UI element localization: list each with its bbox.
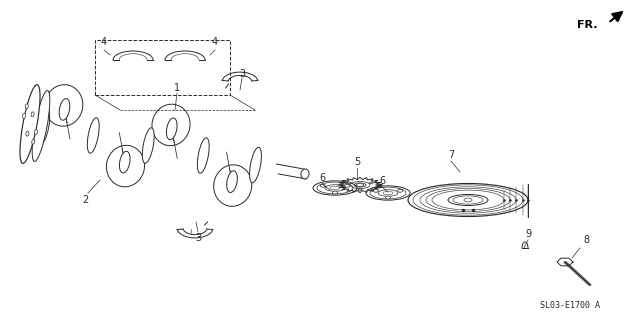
Text: 6: 6 xyxy=(319,173,325,183)
Ellipse shape xyxy=(32,139,35,144)
Ellipse shape xyxy=(358,189,362,190)
Text: 6: 6 xyxy=(379,176,385,186)
Ellipse shape xyxy=(464,198,472,202)
Text: 5: 5 xyxy=(354,157,360,167)
Ellipse shape xyxy=(142,128,154,163)
Text: 3: 3 xyxy=(239,69,245,79)
Text: 4: 4 xyxy=(212,37,218,47)
Ellipse shape xyxy=(31,112,34,117)
Ellipse shape xyxy=(397,189,403,192)
Ellipse shape xyxy=(214,165,252,206)
Ellipse shape xyxy=(321,184,325,187)
Ellipse shape xyxy=(35,130,38,135)
Ellipse shape xyxy=(120,151,130,173)
Text: 8: 8 xyxy=(583,235,589,245)
Text: 4: 4 xyxy=(101,37,107,47)
Ellipse shape xyxy=(347,182,351,183)
Ellipse shape xyxy=(373,189,378,192)
Ellipse shape xyxy=(20,85,40,163)
Text: 1: 1 xyxy=(174,83,180,93)
Ellipse shape xyxy=(26,131,29,136)
Text: FR.: FR. xyxy=(577,20,598,30)
Ellipse shape xyxy=(166,118,177,140)
Text: 3: 3 xyxy=(195,233,201,243)
Ellipse shape xyxy=(22,114,26,118)
Ellipse shape xyxy=(38,109,50,144)
Ellipse shape xyxy=(333,191,337,194)
Ellipse shape xyxy=(106,145,145,187)
Ellipse shape xyxy=(344,184,349,187)
Ellipse shape xyxy=(250,147,261,183)
Ellipse shape xyxy=(87,118,99,153)
Text: 2: 2 xyxy=(82,195,88,205)
Ellipse shape xyxy=(25,104,28,109)
Ellipse shape xyxy=(385,196,390,199)
Text: 9: 9 xyxy=(525,229,531,239)
Text: 7: 7 xyxy=(448,150,454,160)
Ellipse shape xyxy=(227,171,237,192)
Ellipse shape xyxy=(45,85,83,126)
Ellipse shape xyxy=(448,195,488,205)
Ellipse shape xyxy=(301,169,309,179)
Text: SL03-E1700 A: SL03-E1700 A xyxy=(540,300,600,309)
Ellipse shape xyxy=(369,182,373,183)
Polygon shape xyxy=(557,258,573,266)
Ellipse shape xyxy=(197,138,209,173)
Ellipse shape xyxy=(32,91,50,161)
Ellipse shape xyxy=(59,99,70,120)
Ellipse shape xyxy=(152,104,190,146)
